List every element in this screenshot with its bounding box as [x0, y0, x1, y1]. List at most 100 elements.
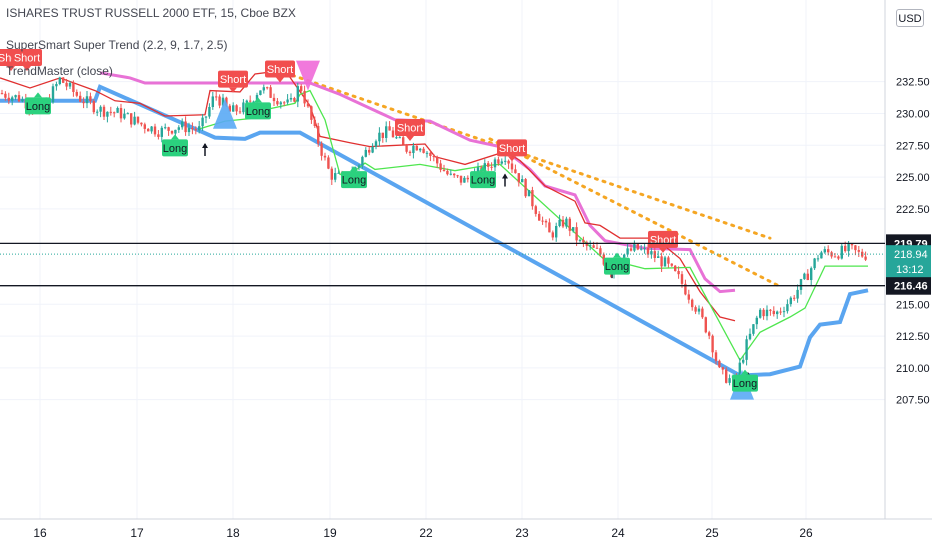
signal-label-text: Long [163, 143, 187, 155]
candle-body [646, 247, 650, 255]
candle-body [660, 256, 663, 267]
candle-body [582, 239, 585, 243]
y-tick-label: 222.50 [896, 204, 930, 216]
signal-arrow-head [202, 143, 208, 149]
signal-label-box [265, 60, 295, 78]
candle-body [327, 157, 330, 169]
signal-label-box [162, 139, 188, 157]
candle-body [75, 91, 78, 96]
candle-body [531, 190, 534, 207]
candle-body [738, 362, 741, 378]
candle-body [521, 179, 524, 183]
indicator-legend-trendmaster[interactable]: TrendMaster (close) [6, 64, 113, 78]
candle-body [14, 95, 17, 98]
candle-body [306, 103, 310, 107]
candle-body [555, 225, 558, 238]
candle-body [337, 172, 340, 174]
candle-body [674, 265, 677, 272]
candle-body [677, 271, 680, 275]
candle-body [578, 239, 582, 241]
signal-label-box [497, 139, 527, 157]
long-signal-label: Long [604, 252, 630, 275]
candle-body [395, 137, 398, 139]
candle-body [320, 143, 323, 156]
candle-body [150, 126, 153, 132]
candle-body [432, 155, 435, 158]
time-axis: 16 17 18 19 22 23 24 25 26 [33, 526, 813, 540]
long-signal-label: Long [245, 97, 271, 120]
candle-body [446, 170, 449, 175]
signal-label-box [25, 97, 51, 115]
y-tick-label: 232.50 [896, 77, 930, 89]
candle-body [211, 96, 214, 107]
candle-body [289, 98, 293, 100]
candle-body [177, 127, 180, 130]
y-tick-label: 207.50 [896, 395, 930, 407]
y-tick-label: 212.50 [896, 331, 930, 343]
signal-label-text: Long [342, 175, 366, 187]
candle-body [242, 102, 245, 113]
candle-body [82, 101, 85, 104]
candle-body [439, 163, 442, 170]
candle-body [589, 245, 592, 247]
candle-body [687, 294, 690, 300]
candle-body [58, 77, 61, 85]
candle-body [55, 84, 58, 87]
candle-body [136, 116, 140, 123]
candle-body [191, 127, 194, 130]
supertrend-red-line [0, 69, 736, 322]
short-triangle [296, 60, 320, 91]
candle-body [592, 245, 595, 248]
x-tick-label: 19 [323, 526, 337, 540]
candle-body [221, 97, 225, 106]
candle-body [701, 308, 704, 318]
candle-body [769, 309, 772, 311]
candle-body [459, 175, 463, 183]
candle-body [429, 152, 432, 156]
candle-body [293, 98, 296, 102]
candle-body [198, 126, 201, 131]
candle-body [126, 113, 129, 115]
candle-body [507, 160, 510, 164]
supertrend-blue-line [0, 84, 869, 378]
signal-label-pointer [23, 66, 31, 72]
candle-body [187, 127, 191, 133]
candle-body [840, 245, 843, 259]
candle-body [147, 128, 150, 132]
candle-body [357, 165, 361, 168]
signal-label-pointer [34, 92, 42, 98]
candle-body [133, 116, 136, 125]
indicator-legend-supersmart[interactable]: SuperSmart Super Trend (2.2, 9, 1.7, 2.5… [6, 38, 228, 52]
candle-body [72, 82, 75, 92]
candle-body [820, 252, 823, 259]
signal-label-pointer [613, 252, 621, 258]
candle-body [850, 243, 854, 246]
candle-body [510, 163, 514, 170]
candle-body [388, 126, 391, 131]
long-signal-label: Long [732, 369, 758, 392]
candle-body [806, 273, 809, 281]
candle-body [85, 96, 89, 104]
currency-button[interactable]: USD [896, 9, 924, 27]
candle-body [670, 263, 673, 266]
short-signal-label: Short [265, 60, 295, 83]
candle-body [721, 367, 724, 370]
short-signal-label: Short [395, 118, 425, 141]
x-tick-label: 18 [226, 526, 240, 540]
candle-body [405, 144, 408, 152]
candle-body [96, 111, 99, 113]
candle-body [568, 218, 571, 231]
candle-body [412, 145, 415, 154]
signal-label-box [732, 374, 758, 392]
candle-body [208, 106, 211, 117]
candle-body [776, 311, 779, 315]
signal-label-text: Short [650, 234, 676, 246]
signal-arrow-head [502, 173, 508, 179]
candle-body [385, 126, 388, 138]
short-signal-label: Short [12, 49, 42, 72]
candle-body [204, 116, 208, 118]
signal-label-pointer [276, 77, 284, 83]
candle-body [694, 307, 697, 312]
instrument-legend[interactable]: ISHARES TRUST RUSSELL 2000 ETF, 15, Cboe… [6, 6, 296, 20]
